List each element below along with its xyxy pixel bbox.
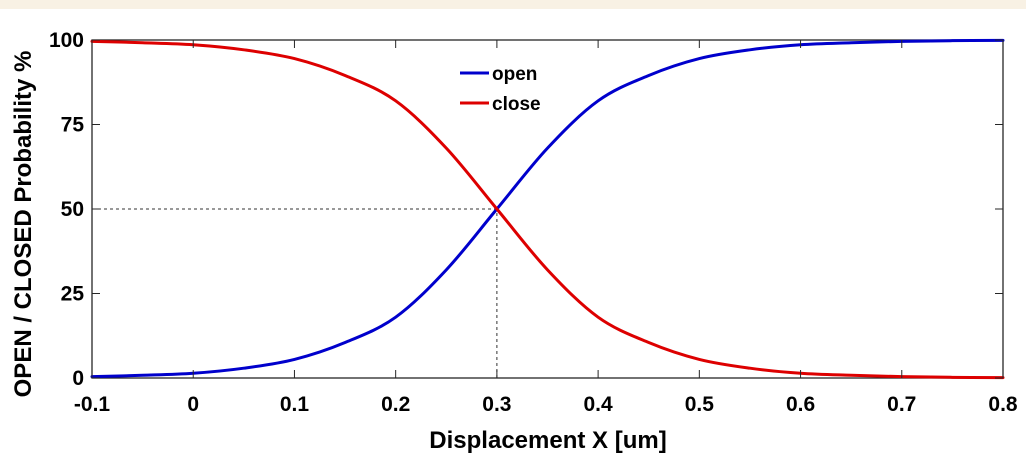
legend-label-close: close [492, 94, 541, 115]
top-strip [0, 0, 1026, 9]
x-tick-label: 0.8 [988, 393, 1018, 416]
x-tick-label: -0.1 [74, 393, 111, 416]
reference-lines [92, 208, 498, 378]
y-axis-label: OPEN / CLOSED Probability % [10, 51, 37, 398]
legend: open close [454, 55, 553, 119]
y-tick-label: 25 [61, 283, 85, 306]
y-axis-ticks: 0 25 50 75 100 [49, 29, 1003, 390]
legend-box [454, 55, 553, 119]
x-tick-label: 0.2 [381, 393, 410, 416]
x-tick-label: 0 [187, 393, 199, 416]
x-tick-label: 0.4 [584, 393, 614, 416]
y-tick-label: 75 [61, 114, 85, 137]
x-tick-label: 0.1 [280, 393, 310, 416]
x-axis-ticks: -0.1 0 0.1 0.2 0.3 0.4 0.5 0.6 0.7 0.8 [74, 40, 1018, 416]
series-lines [90, 38, 1005, 380]
x-tick-label: 0.7 [887, 393, 916, 416]
x-tick-label: 0.6 [786, 393, 815, 416]
x-tick-label: 0.5 [685, 393, 715, 416]
y-tick-label: 0 [72, 367, 84, 390]
legend-label-open: open [492, 64, 537, 85]
series-line-open [90, 38, 1005, 379]
y-tick-label: 50 [61, 198, 84, 221]
y-tick-label: 100 [49, 29, 84, 52]
series-line-close [90, 39, 1005, 380]
x-tick-label: 0.3 [482, 393, 511, 416]
x-axis-label: Displacement X [um] [429, 427, 666, 454]
